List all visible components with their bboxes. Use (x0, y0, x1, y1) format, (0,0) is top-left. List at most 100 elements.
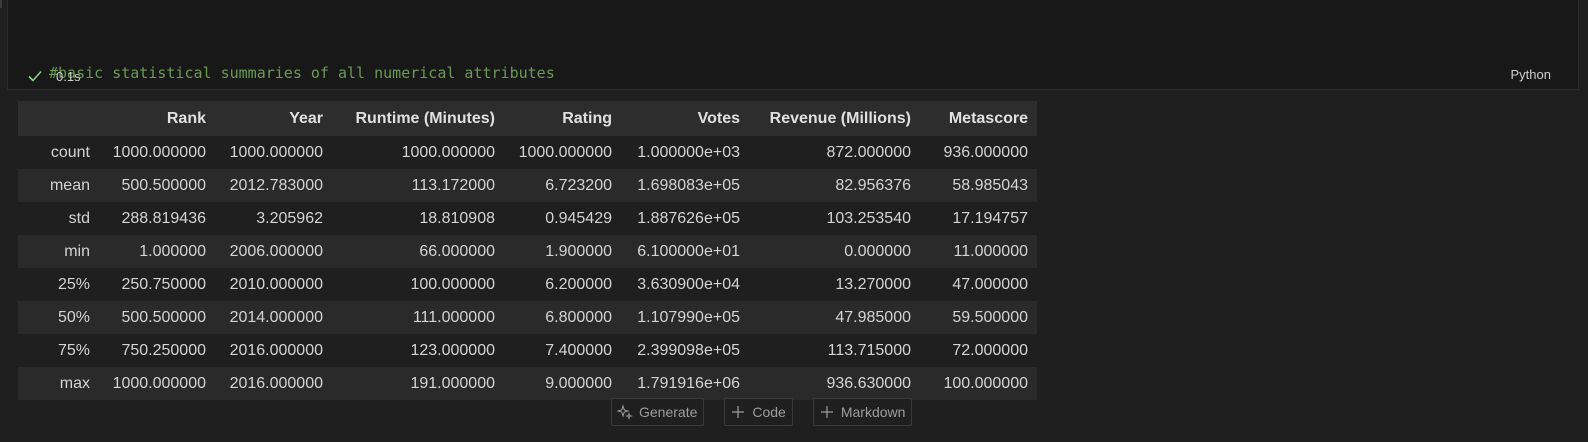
index-header (18, 101, 99, 136)
table-cell: 191.000000 (332, 367, 504, 400)
table-cell: 936.000000 (920, 136, 1037, 169)
table-row: 50% 500.500000 2014.000000 111.000000 6.… (18, 301, 1037, 334)
row-index: mean (18, 169, 99, 202)
table-cell: 47.985000 (749, 301, 920, 334)
table-cell: 2016.000000 (215, 367, 332, 400)
table-cell: 2012.783000 (215, 169, 332, 202)
table-cell: 103.253540 (749, 202, 920, 235)
table-cell: 66.000000 (332, 235, 504, 268)
column-header: Rank (99, 101, 215, 136)
row-index: 75% (18, 334, 99, 367)
table-cell: 6.200000 (504, 268, 621, 301)
table-cell: 2016.000000 (215, 334, 332, 367)
add-markdown-label: Markdown (840, 404, 906, 420)
table-cell: 936.630000 (749, 367, 920, 400)
table-cell: 0.000000 (749, 235, 920, 268)
describe-table: Rank Year Runtime (Minutes) Rating Votes… (18, 101, 1037, 400)
table-cell: 6.100000e+01 (621, 235, 749, 268)
table-cell: 9.000000 (504, 367, 621, 400)
table-cell: 82.956376 (749, 169, 920, 202)
column-header: Revenue (Millions) (749, 101, 920, 136)
row-index: 50% (18, 301, 99, 334)
table-cell: 3.205962 (215, 202, 332, 235)
code-comment: #basic statistical summaries of all nume… (49, 64, 555, 82)
table-cell: 58.985043 (920, 169, 1037, 202)
table-cell: 6.723200 (504, 169, 621, 202)
table-cell: 1.887626e+05 (621, 202, 749, 235)
table-cell: 2010.000000 (215, 268, 332, 301)
row-index: min (18, 235, 99, 268)
check-icon (28, 70, 42, 82)
table-cell: 7.400000 (504, 334, 621, 367)
plus-icon (820, 406, 833, 418)
table-row: max 1000.000000 2016.000000 191.000000 9… (18, 367, 1037, 400)
column-header: Rating (504, 101, 621, 136)
table-row: 75% 750.250000 2016.000000 123.000000 7.… (18, 334, 1037, 367)
table-cell: 1000.000000 (332, 136, 504, 169)
table-cell: 11.000000 (920, 235, 1037, 268)
table-cell: 1000.000000 (99, 136, 215, 169)
table-cell: 72.000000 (920, 334, 1037, 367)
table-cell: 2.399098e+05 (621, 334, 749, 367)
row-index: std (18, 202, 99, 235)
sparkle-icon (617, 404, 633, 420)
table-cell: 1.900000 (504, 235, 621, 268)
table-cell: 288.819436 (99, 202, 215, 235)
row-index: 25% (18, 268, 99, 301)
add-cell-toolbar: Generate Code Markdown (611, 398, 913, 426)
table-row: std 288.819436 3.205962 18.810908 0.9454… (18, 202, 1037, 235)
table-cell: 1.000000e+03 (621, 136, 749, 169)
add-markdown-button[interactable]: Markdown (812, 398, 913, 426)
add-code-button[interactable]: Code (724, 398, 793, 426)
table-cell: 2014.000000 (215, 301, 332, 334)
table-cell: 0.945429 (504, 202, 621, 235)
table-cell: 872.000000 (749, 136, 920, 169)
table-cell: 750.250000 (99, 334, 215, 367)
table-cell: 100.000000 (920, 367, 1037, 400)
column-header: Year (215, 101, 332, 136)
cell-output: Rank Year Runtime (Minutes) Rating Votes… (18, 101, 1037, 400)
table-cell: 13.270000 (749, 268, 920, 301)
code-cell[interactable]: #basic statistical summaries of all nume… (7, 0, 1579, 157)
table-cell: 2006.000000 (215, 235, 332, 268)
generate-button[interactable]: Generate (611, 398, 705, 426)
table-cell: 113.172000 (332, 169, 504, 202)
table-cell: 1.107990e+05 (621, 301, 749, 334)
language-indicator[interactable]: Python (1510, 67, 1551, 82)
table-cell: 1.000000 (99, 235, 215, 268)
table-cell: 1000.000000 (504, 136, 621, 169)
table-cell: 1000.000000 (215, 136, 332, 169)
table-cell: 1.698083e+05 (621, 169, 749, 202)
row-index: count (18, 136, 99, 169)
table-cell: 250.750000 (99, 268, 215, 301)
table-cell: 1000.000000 (99, 367, 215, 400)
add-code-label: Code (752, 404, 786, 420)
gutter-marker (0, 0, 2, 8)
table-cell: 111.000000 (332, 301, 504, 334)
table-row: min 1.000000 2006.000000 66.000000 1.900… (18, 235, 1037, 268)
table-cell: 3.630900e+04 (621, 268, 749, 301)
table-row: mean 500.500000 2012.783000 113.172000 6… (18, 169, 1037, 202)
table-cell: 1.791916e+06 (621, 367, 749, 400)
table-cell: 123.000000 (332, 334, 504, 367)
plus-icon (732, 406, 745, 418)
table-cell: 113.715000 (749, 334, 920, 367)
table-cell: 47.000000 (920, 268, 1037, 301)
table-cell: 500.500000 (99, 169, 215, 202)
code-line-1: #basic statistical summaries of all nume… (49, 61, 555, 86)
table-row: count 1000.000000 1000.000000 1000.00000… (18, 136, 1037, 169)
table-cell: 59.500000 (920, 301, 1037, 334)
execution-time: 0.1s (56, 68, 81, 84)
table-cell: 17.194757 (920, 202, 1037, 235)
table-row: 25% 250.750000 2010.000000 100.000000 6.… (18, 268, 1037, 301)
generate-label: Generate (639, 404, 698, 420)
table-header-row: Rank Year Runtime (Minutes) Rating Votes… (18, 101, 1037, 136)
table-cell: 18.810908 (332, 202, 504, 235)
table-cell: 500.500000 (99, 301, 215, 334)
row-index: max (18, 367, 99, 400)
column-header: Votes (621, 101, 749, 136)
table-cell: 6.800000 (504, 301, 621, 334)
column-header: Metascore (920, 101, 1037, 136)
table-cell: 100.000000 (332, 268, 504, 301)
